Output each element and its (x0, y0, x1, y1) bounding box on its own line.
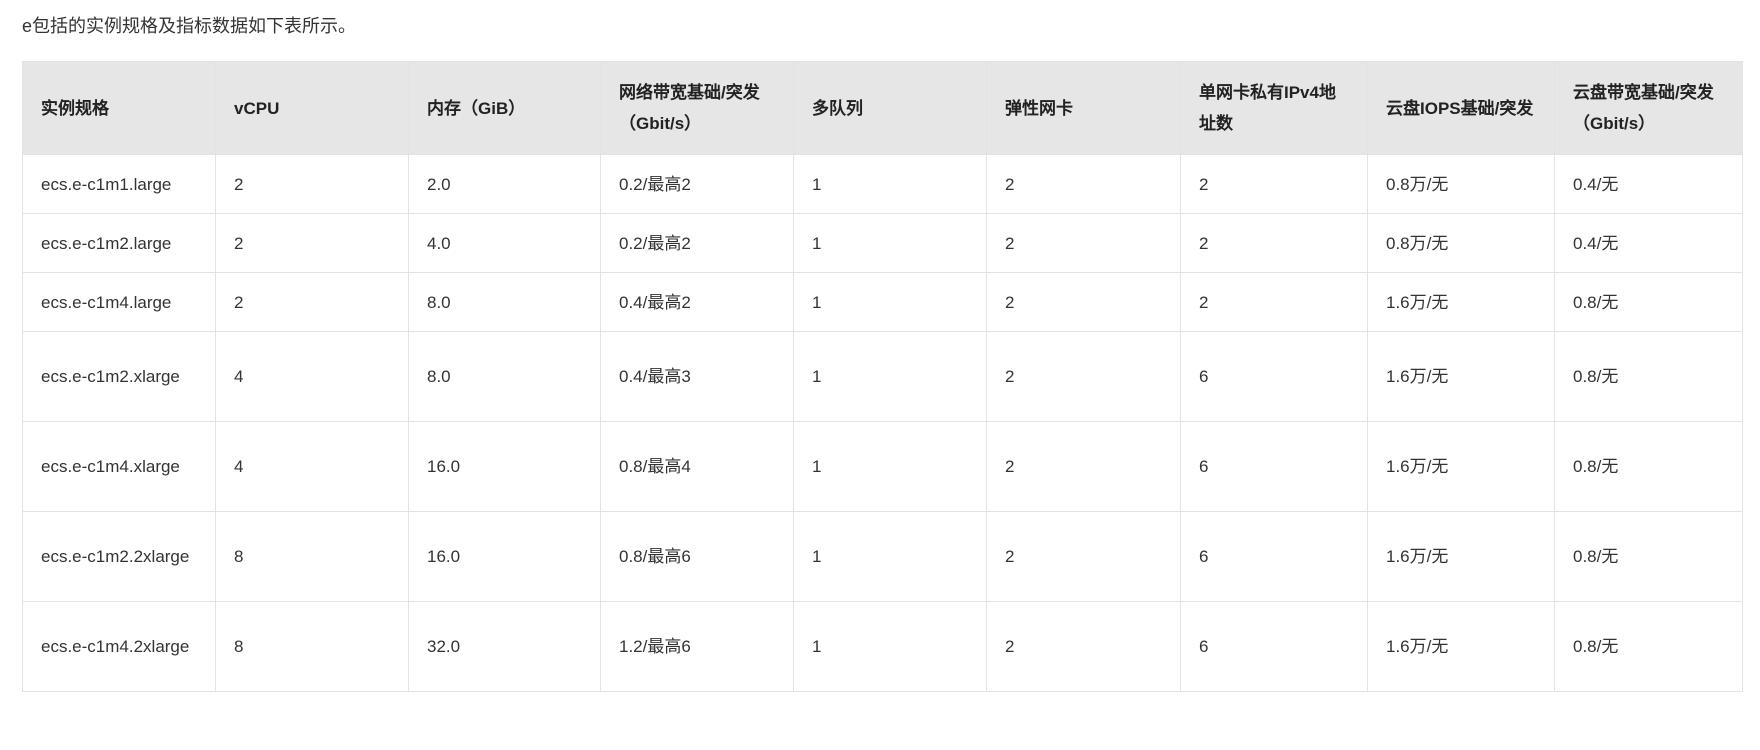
table-cell: 1.6万/无 (1367, 331, 1555, 422)
table-cell: 2 (986, 272, 1181, 332)
table-cell: 8 (215, 511, 409, 602)
table-cell: 0.8万/无 (1367, 213, 1555, 273)
table-cell: 16.0 (408, 511, 601, 602)
table-cell: 1 (793, 421, 987, 512)
table-cell: 1 (793, 272, 987, 332)
instance-spec-table: 实例规格 vCPU 内存（GiB） 网络带宽基础/突发（Gbit/s） 多队列 弹性网卡单… (22, 61, 1743, 692)
column-header: vCPU (215, 61, 409, 155)
column-header: 单网卡私有IPv4地址数 (1180, 61, 1368, 155)
table-cell: 16.0 (408, 421, 601, 512)
table-row: ecs.e-c1m2.2xlarge 8 16.0 0.8/最高6 1 2 6 1.6万/无 0… (22, 511, 1743, 602)
table-cell: 2 (1180, 213, 1368, 273)
column-header: 网络带宽基础/突发（Gbit/s） (600, 61, 794, 155)
table-cell: 2 (1180, 272, 1368, 332)
table-cell: 0.2/最高2 (600, 154, 794, 214)
table-cell: ecs.e-c1m4.large (22, 272, 216, 332)
table-cell: 0.2/最高2 (600, 213, 794, 273)
table-cell: 0.8/无 (1554, 272, 1743, 332)
table-cell: 1.6万/无 (1367, 601, 1555, 692)
table-cell: ecs.e-c1m2.large (22, 213, 216, 273)
table-cell: 4.0 (408, 213, 601, 273)
table-cell: ecs.e-c1m1.large (22, 154, 216, 214)
table-cell: 2 (986, 331, 1181, 422)
table-cell: 2 (215, 213, 409, 273)
table-cell: 6 (1180, 421, 1368, 512)
table-row: ecs.e-c1m2.large 2 4.0 0.2/最高2 1 2 2 0.8万/无 0.4/… (22, 213, 1743, 273)
table-cell: 2 (986, 511, 1181, 602)
table-row: ecs.e-c1m4.large 2 8.0 0.4/最高2 1 2 2 1.6万/无 0.8/… (22, 272, 1743, 332)
column-header: 云盘IOPS基础/突发 (1367, 61, 1555, 155)
table-cell: 2 (986, 421, 1181, 512)
table-cell: ecs.e-c1m2.2xlarge (22, 511, 216, 602)
table-cell: 2 (986, 213, 1181, 273)
table-cell: 0.8万/无 (1367, 154, 1555, 214)
table-cell: 0.4/无 (1554, 154, 1743, 214)
table-cell: 1 (793, 511, 987, 602)
table-header-row: 实例规格 vCPU 内存（GiB） 网络带宽基础/突发（Gbit/s） 多队列 弹性网卡单… (22, 61, 1743, 155)
table-cell: 8.0 (408, 272, 601, 332)
table-cell: 4 (215, 421, 409, 512)
table-cell: 2 (986, 154, 1181, 214)
table-cell: 8 (215, 601, 409, 692)
table-cell: 2 (215, 154, 409, 214)
table-cell: 2 (1180, 154, 1368, 214)
table-cell: 8.0 (408, 331, 601, 422)
table-cell: 2 (986, 601, 1181, 692)
table-cell: 6 (1180, 511, 1368, 602)
table-cell: 32.0 (408, 601, 601, 692)
table-cell: 0.8/无 (1554, 421, 1743, 512)
table-cell: 0.4/最高3 (600, 331, 794, 422)
table-cell: ecs.e-c1m2.xlarge (22, 331, 216, 422)
table-cell: 1.6万/无 (1367, 511, 1555, 602)
table-cell: 0.8/无 (1554, 601, 1743, 692)
column-header: 弹性网卡 (986, 61, 1181, 155)
column-header: 云盘带宽基础/突发（Gbit/s） (1554, 61, 1743, 155)
table-cell: 0.4/最高2 (600, 272, 794, 332)
table-cell: ecs.e-c1m4.2xlarge (22, 601, 216, 692)
table-cell: ecs.e-c1m4.xlarge (22, 421, 216, 512)
table-cell: 1 (793, 601, 987, 692)
table-row: ecs.e-c1m1.large 2 2.0 0.2/最高2 1 2 2 0.8万/无 0.4/… (22, 154, 1743, 214)
intro-text: e包括的实例规格及指标数据如下表所示。 (22, 16, 357, 36)
table-cell: 2 (215, 272, 409, 332)
table-cell: 1 (793, 331, 987, 422)
table-cell: 0.8/最高6 (600, 511, 794, 602)
table-cell: 1.6万/无 (1367, 421, 1555, 512)
table-cell: 2.0 (408, 154, 601, 214)
table-row: ecs.e-c1m4.2xlarge 8 32.0 1.2/最高6 1 2 6 1.6万/无 0… (22, 601, 1743, 692)
column-header: 实例规格 (22, 61, 216, 155)
table-cell: 1 (793, 213, 987, 273)
table-row: ecs.e-c1m2.xlarge 4 8.0 0.4/最高3 1 2 6 1.6万/无 0.8… (22, 331, 1743, 422)
table-row: ecs.e-c1m4.xlarge 4 16.0 0.8/最高4 1 2 6 1.6万/无 0.… (22, 421, 1743, 512)
table-cell: 1.6万/无 (1367, 272, 1555, 332)
table-cell: 1.2/最高6 (600, 601, 794, 692)
table-cell: 0.8/最高4 (600, 421, 794, 512)
table-cell: 0.8/无 (1554, 511, 1743, 602)
table-cell: 4 (215, 331, 409, 422)
table-cell: 1 (793, 154, 987, 214)
table-cell: 0.8/无 (1554, 331, 1743, 422)
table-cell: 6 (1180, 331, 1368, 422)
column-header: 多队列 (793, 61, 987, 155)
table-cell: 0.4/无 (1554, 213, 1743, 273)
column-header: 内存（GiB） (408, 61, 601, 155)
table-cell: 6 (1180, 601, 1368, 692)
